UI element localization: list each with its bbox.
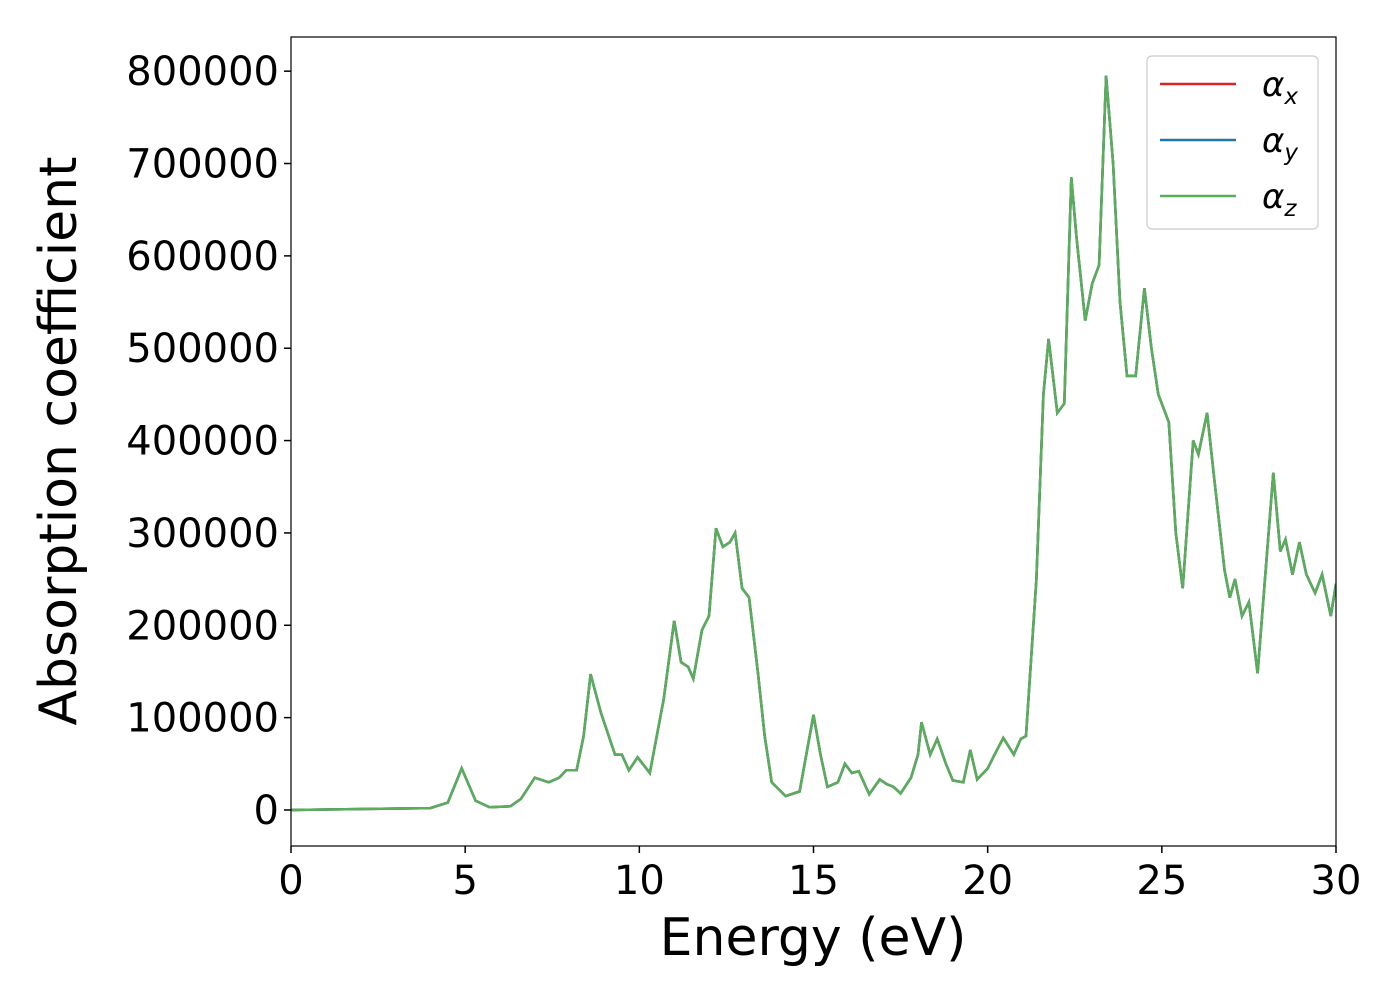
x-tick-label: 0 — [278, 858, 303, 904]
y-tick-label: 600000 — [126, 234, 279, 280]
x-axis-label: Energy (eV) — [660, 908, 967, 968]
x-tick-label: 15 — [788, 858, 839, 904]
y-tick-label: 400000 — [126, 419, 279, 465]
plot-frame — [290, 36, 1337, 847]
series-line — [291, 75, 1336, 812]
y-tick-label: 700000 — [126, 142, 279, 188]
y-tick-label: 300000 — [126, 511, 279, 557]
y-tick-label: 0 — [254, 788, 279, 834]
y-axis-label: Absorption coefficient — [29, 156, 89, 725]
y-tick-label: 800000 — [126, 49, 279, 95]
x-tick-label: 30 — [1311, 858, 1362, 904]
x-tick-label: 25 — [1136, 858, 1187, 904]
y-tick-label: 200000 — [126, 603, 279, 649]
x-tick-label: 5 — [452, 858, 477, 904]
y-tick-label: 500000 — [126, 326, 279, 372]
x-tick-label: 20 — [962, 858, 1013, 904]
x-tick-label: 10 — [614, 858, 665, 904]
y-tick-label: 100000 — [126, 696, 279, 742]
legend-box — [1146, 55, 1319, 230]
